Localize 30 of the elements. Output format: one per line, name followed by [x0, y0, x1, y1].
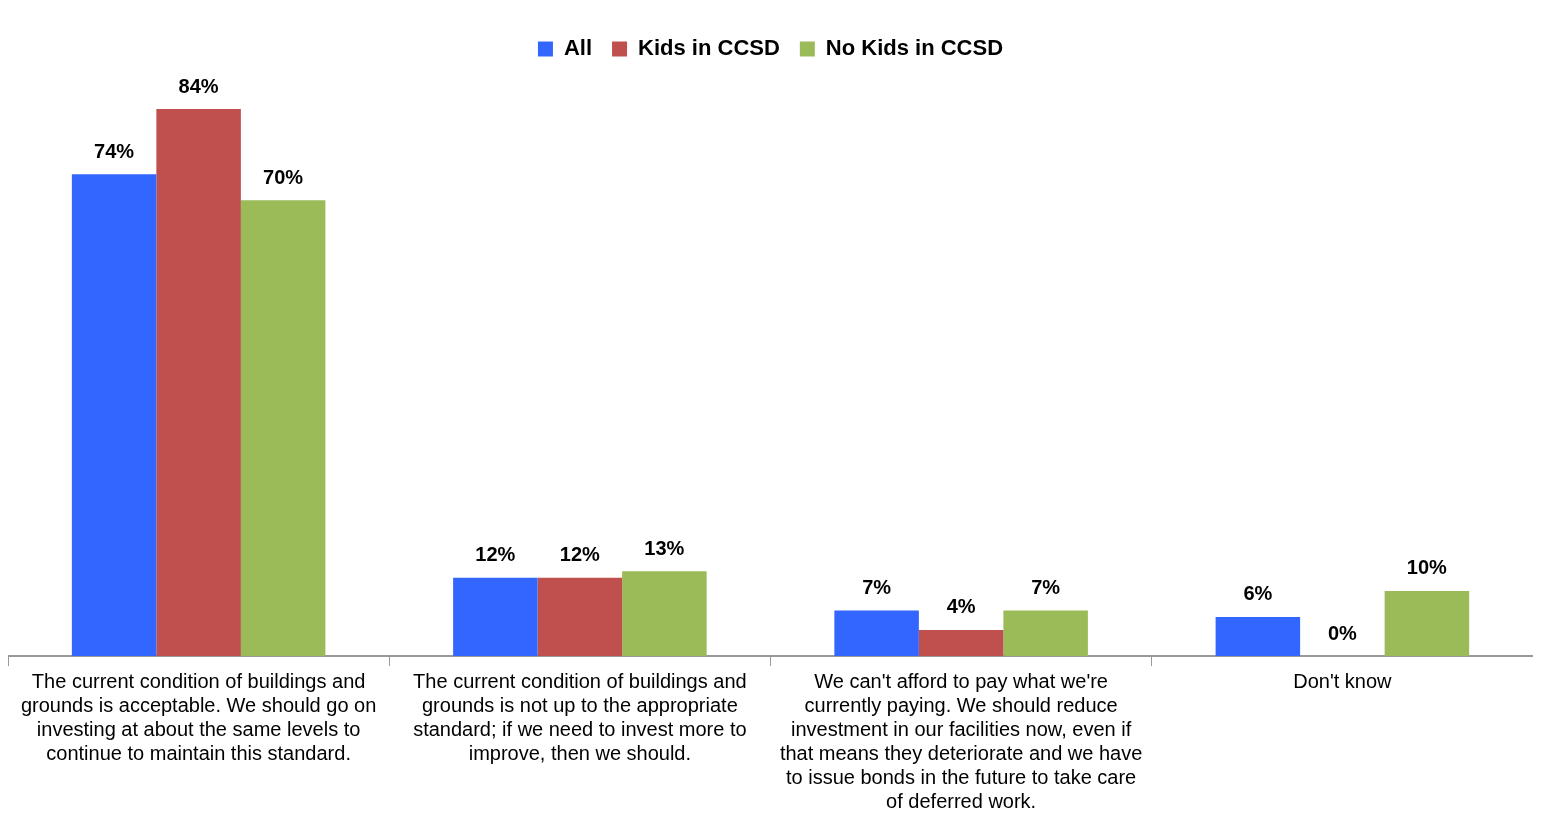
bar — [537, 577, 623, 656]
data-label: 7% — [862, 575, 892, 598]
legend-label: All — [563, 35, 593, 61]
bar — [71, 174, 157, 656]
legend-label: No Kids in CCSD — [825, 35, 1004, 61]
data-label: 12% — [559, 543, 601, 566]
data-label: 4% — [946, 595, 976, 618]
bar — [622, 571, 707, 656]
x-tick-label: The current condition of buildings and grounds is not up to the appropriate standard; if we need to invest more to improve, then we should. — [413, 669, 747, 764]
data-label: 84% — [178, 74, 219, 97]
data-label: 70% — [263, 165, 304, 188]
bar — [1215, 616, 1301, 656]
bar — [240, 200, 326, 656]
data-label: 7% — [1031, 575, 1061, 598]
bar — [453, 577, 538, 656]
data-label: 12% — [475, 543, 516, 566]
bar — [1384, 590, 1470, 656]
legend-label: Kids in CCSD — [638, 35, 780, 61]
bar — [156, 109, 241, 656]
bar — [834, 610, 919, 656]
x-tick-label: The current condition of buildings and grounds is acceptable. We should go on investing at about the same levels to continue to maintain this standard. — [20, 669, 377, 764]
bar — [918, 629, 1004, 656]
data-label: 74% — [94, 139, 135, 162]
bar — [1003, 610, 1088, 656]
data-label: 10% — [1406, 556, 1448, 579]
data-label: 13% — [644, 536, 685, 559]
x-tick-label: We can't afford to pay what we're currently paying. We should reduce investment in our facilities now, even if that means they deteriorate and we have to issue bonds in the future to take care of deferred work. — [779, 669, 1143, 812]
x-tick-label: Don't know — [1293, 669, 1393, 692]
data-label: 6% — [1243, 582, 1273, 605]
data-label: 0% — [1327, 621, 1358, 644]
